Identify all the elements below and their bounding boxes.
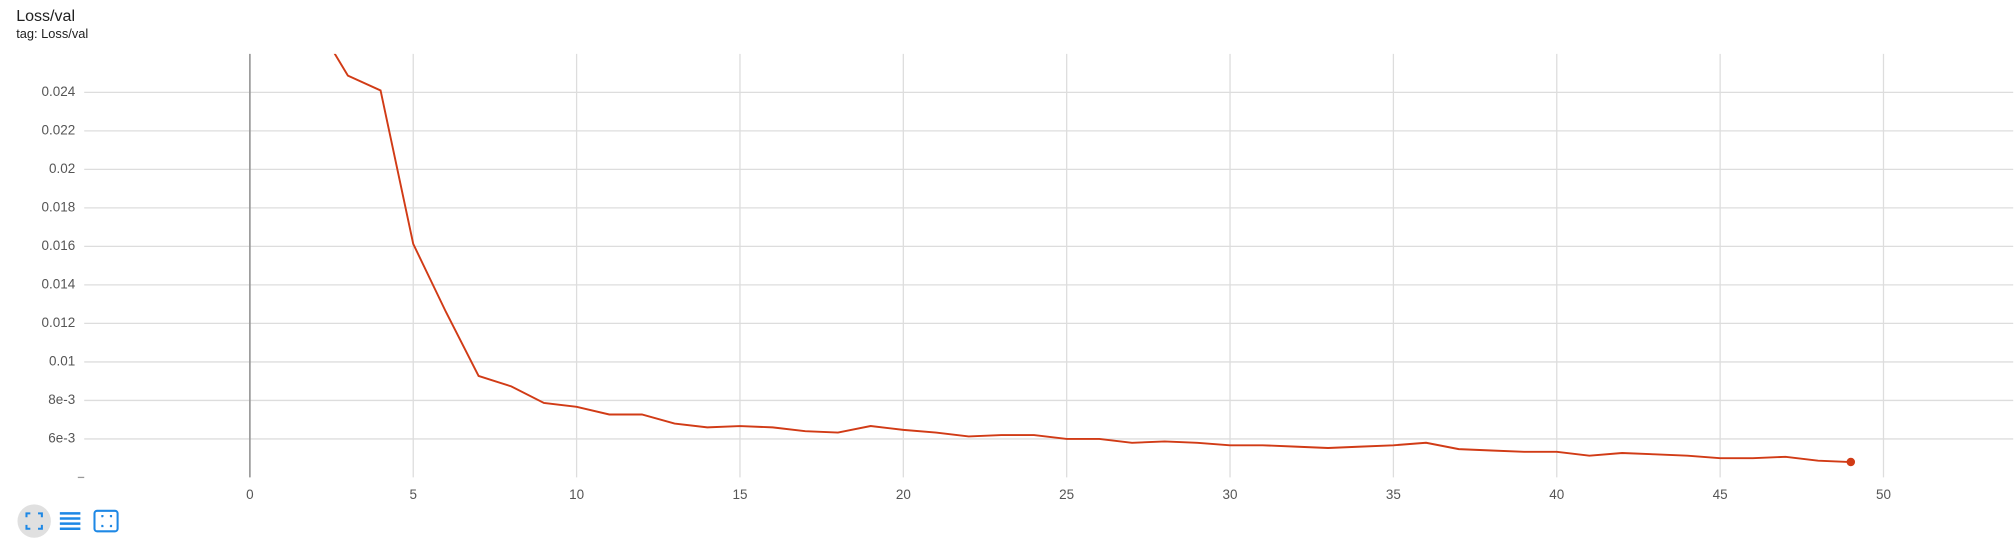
x-tick-label: 30 <box>1223 487 1238 502</box>
y-tick-label: 6e-3 <box>48 430 75 445</box>
toolbar <box>17 504 119 538</box>
x-tick-label: 40 <box>1549 487 1564 502</box>
log-scale-icon[interactable] <box>59 512 81 531</box>
range-icon-inner <box>101 515 113 528</box>
y-tick-label: 0.02 <box>49 161 75 176</box>
fit-button-bg[interactable] <box>17 504 51 538</box>
x-tick-label: 20 <box>896 487 911 502</box>
x-tick-label: 45 <box>1713 487 1728 502</box>
x-tick-label: 50 <box>1876 487 1891 502</box>
y-tick-label: 0.022 <box>42 122 76 137</box>
y-tick-label: 0.018 <box>42 199 76 214</box>
x-tick-label: 0 <box>246 487 254 502</box>
x-tick-label: 10 <box>569 487 584 502</box>
plot <box>333 53 1856 467</box>
chart-subtitle: tag: Loss/val <box>16 26 88 41</box>
y-tick-label: 0.016 <box>42 238 76 253</box>
last-point <box>1846 457 1856 467</box>
fit-icon[interactable] <box>25 512 43 530</box>
y-tick-label: 0.014 <box>42 276 76 291</box>
x-tick-label: 35 <box>1386 487 1401 502</box>
x-tick-label: 15 <box>732 487 747 502</box>
x-tick-label: 5 <box>409 487 417 502</box>
line <box>333 53 1851 463</box>
x-tick-label: 25 <box>1059 487 1074 502</box>
y-tick-label: 8e-3 <box>48 392 75 407</box>
range-icon[interactable] <box>93 509 119 533</box>
y-tick-label: 0.01 <box>49 353 75 368</box>
y-tick-label: 0.012 <box>42 315 76 330</box>
y-tick-label: 0.024 <box>42 84 76 99</box>
chart-title: Loss/val <box>16 7 75 25</box>
